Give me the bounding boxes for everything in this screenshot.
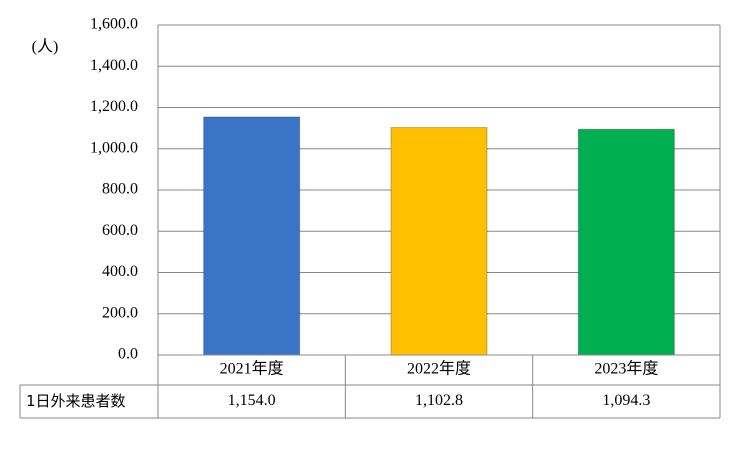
x-tick-label: 2021年度: [220, 360, 284, 378]
y-tick-label: 600.0: [102, 222, 138, 239]
y-tick-label: 1,600.0: [90, 16, 138, 33]
y-tick-label: 1,000.0: [90, 139, 138, 156]
table-value: 1,094.3: [602, 392, 650, 409]
y-tick-label: 1,200.0: [90, 98, 138, 115]
table-value: 1,154.0: [228, 392, 276, 409]
series-name: 1日外来患者数: [26, 392, 126, 410]
bar: [203, 116, 301, 356]
unit-label: (人): [32, 38, 59, 56]
y-tick-label: 800.0: [102, 181, 138, 198]
y-tick-label: 400.0: [102, 263, 138, 280]
table-value: 1,102.8: [415, 392, 463, 409]
y-tick-label: 0.0: [118, 346, 138, 363]
x-tick-label: 2023年度: [594, 360, 658, 378]
y-tick-label: 200.0: [102, 304, 138, 321]
bar: [577, 128, 675, 356]
y-tick-label: 1,400.0: [90, 57, 138, 74]
x-tick-label: 2022年度: [407, 360, 471, 378]
bar: [390, 127, 488, 356]
